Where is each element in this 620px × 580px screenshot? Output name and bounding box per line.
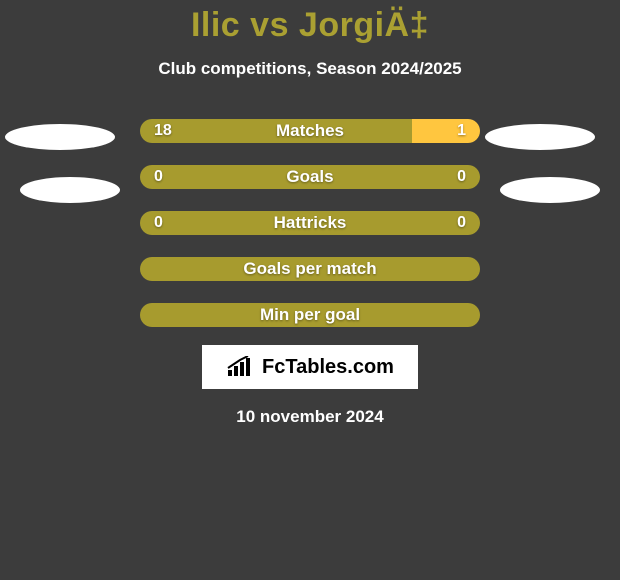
- page-title: Ilic vs JorgiÄ‡: [0, 6, 620, 45]
- logo-text: FcTables.com: [262, 356, 394, 379]
- stat-bar: Min per goal: [140, 303, 480, 327]
- side-ellipse: [500, 177, 600, 203]
- bar-segment-left: [140, 211, 480, 235]
- bar-segment-right: [412, 119, 480, 143]
- stat-rows: Matches181 Goals00 Hattricks00 Goals per ma…: [0, 119, 620, 327]
- side-ellipse: [485, 124, 595, 150]
- logo-box: FcTables.com: [202, 345, 418, 389]
- stat-row: Hattricks00: [140, 211, 480, 235]
- stat-bar: Goals per match: [140, 257, 480, 281]
- comparison-card: Ilic vs JorgiÄ‡ Club competitions, Seaso…: [0, 0, 620, 580]
- bar-segment-left: [140, 165, 480, 189]
- stat-row: Goals00: [140, 165, 480, 189]
- stat-bar: Matches181: [140, 119, 480, 143]
- chart-icon: [226, 356, 254, 378]
- bar-segment-left: [140, 303, 480, 327]
- stat-row: Goals per match: [140, 257, 480, 281]
- bar-segment-left: [140, 119, 412, 143]
- date-text: 10 november 2024: [0, 407, 620, 427]
- stat-bar: Hattricks00: [140, 211, 480, 235]
- page-subtitle: Club competitions, Season 2024/2025: [0, 59, 620, 79]
- stat-row: Min per goal: [140, 303, 480, 327]
- bar-segment-left: [140, 257, 480, 281]
- stat-row: Matches181: [140, 119, 480, 143]
- side-ellipse: [20, 177, 120, 203]
- side-ellipse: [5, 124, 115, 150]
- stat-bar: Goals00: [140, 165, 480, 189]
